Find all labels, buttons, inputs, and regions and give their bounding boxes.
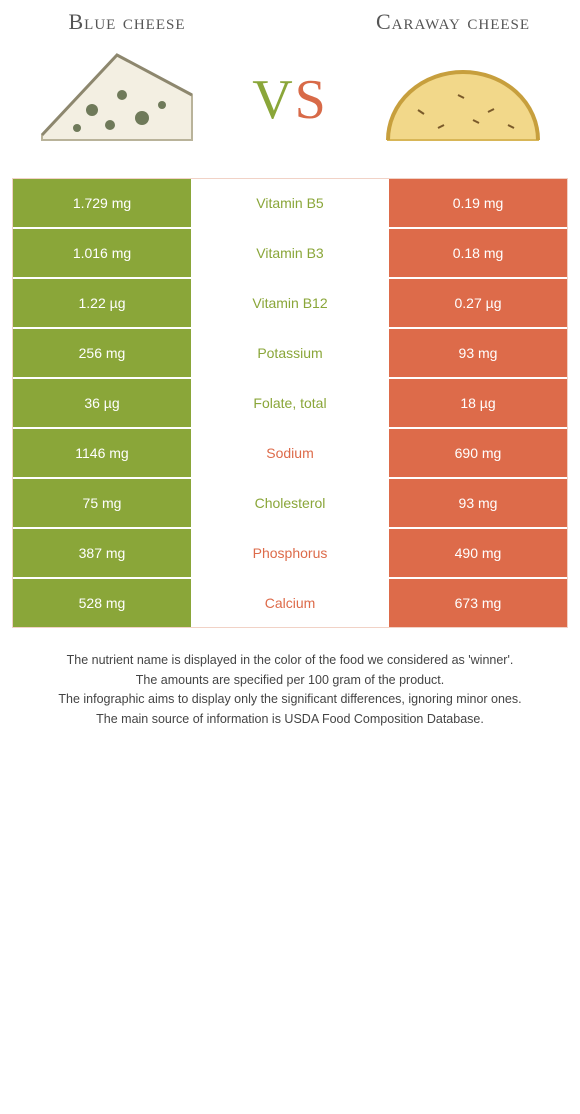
left-value: 387 mg: [13, 529, 191, 577]
right-value: 0.19 mg: [389, 179, 567, 227]
footnote-line: The nutrient name is displayed in the co…: [18, 652, 562, 670]
table-row: 387 mgPhosphorus490 mg: [13, 527, 567, 577]
images-row: VS: [12, 40, 568, 160]
right-value: 673 mg: [389, 579, 567, 627]
vs-s: S: [295, 69, 328, 131]
table-row: 75 mgCholesterol93 mg: [13, 477, 567, 527]
left-value: 528 mg: [13, 579, 191, 627]
left-value: 1.729 mg: [13, 179, 191, 227]
footnote-line: The amounts are specified per 100 gram o…: [18, 672, 562, 690]
table-row: 528 mgCalcium673 mg: [13, 577, 567, 627]
right-value: 93 mg: [389, 479, 567, 527]
nutrient-name: Folate, total: [191, 379, 389, 427]
right-title-col: Caraway cheese: [338, 10, 568, 34]
blue-cheese-icon: [32, 40, 202, 160]
left-title-col: Blue cheese: [12, 10, 242, 34]
right-value: 490 mg: [389, 529, 567, 577]
footnote-line: The infographic aims to display only the…: [18, 691, 562, 709]
titles-row: Blue cheese Caraway cheese: [12, 10, 568, 34]
left-value: 1.016 mg: [13, 229, 191, 277]
right-value: 690 mg: [389, 429, 567, 477]
table-row: 1.22 µgVitamin B120.27 µg: [13, 277, 567, 327]
comparison-table: 1.729 mgVitamin B50.19 mg1.016 mgVitamin…: [12, 178, 568, 628]
left-image: [12, 40, 222, 160]
right-value: 18 µg: [389, 379, 567, 427]
left-value: 36 µg: [13, 379, 191, 427]
right-title: Caraway cheese: [338, 10, 568, 34]
right-value: 0.27 µg: [389, 279, 567, 327]
table-row: 1146 mgSodium690 mg: [13, 427, 567, 477]
footnotes: The nutrient name is displayed in the co…: [12, 652, 568, 728]
caraway-cheese-icon: [378, 40, 548, 160]
right-value: 0.18 mg: [389, 229, 567, 277]
left-title: Blue cheese: [12, 10, 242, 34]
table-row: 256 mgPotassium93 mg: [13, 327, 567, 377]
nutrient-name: Vitamin B5: [191, 179, 389, 227]
nutrient-name: Phosphorus: [191, 529, 389, 577]
table-row: 36 µgFolate, total18 µg: [13, 377, 567, 427]
nutrient-name: Potassium: [191, 329, 389, 377]
table-row: 1.729 mgVitamin B50.19 mg: [13, 179, 567, 227]
nutrient-name: Calcium: [191, 579, 389, 627]
right-image: [358, 40, 568, 160]
left-value: 256 mg: [13, 329, 191, 377]
nutrient-name: Sodium: [191, 429, 389, 477]
vs-v: V: [252, 69, 294, 131]
right-value: 93 mg: [389, 329, 567, 377]
nutrient-name: Cholesterol: [191, 479, 389, 527]
nutrient-name: Vitamin B3: [191, 229, 389, 277]
left-value: 75 mg: [13, 479, 191, 527]
table-row: 1.016 mgVitamin B30.18 mg: [13, 227, 567, 277]
footnote-line: The main source of information is USDA F…: [18, 711, 562, 729]
left-value: 1146 mg: [13, 429, 191, 477]
nutrient-name: Vitamin B12: [191, 279, 389, 327]
vs-cell: VS: [230, 68, 350, 132]
left-value: 1.22 µg: [13, 279, 191, 327]
